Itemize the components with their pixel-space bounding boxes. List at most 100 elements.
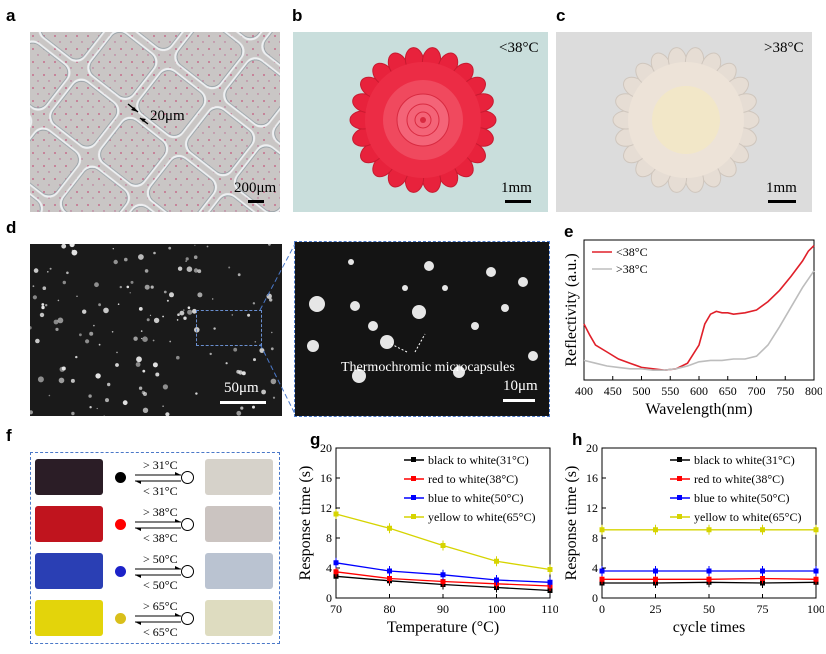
color-dot (115, 472, 126, 483)
legend-label: black to white(31°C) (428, 453, 529, 467)
microcapsule (368, 321, 378, 331)
y-axis-label: Response time (s) (563, 466, 580, 581)
condition-above: > 50°C (143, 552, 178, 566)
sem-particle (47, 271, 49, 273)
x-tick-label: 110 (541, 602, 558, 616)
sem-particle (169, 292, 174, 298)
sem-particle (153, 317, 160, 324)
sem-particle (252, 405, 255, 409)
sem-particle (138, 307, 143, 311)
scale-label-d-left: 50μm (224, 380, 259, 396)
microcapsule (350, 301, 360, 311)
sem-particles-left (30, 244, 277, 416)
sem-particle (141, 337, 143, 340)
sem-particle (153, 251, 156, 255)
sem-particle (236, 410, 242, 416)
sem-particle (272, 396, 276, 399)
sem-particle (58, 377, 65, 384)
sem-particle (130, 280, 134, 284)
temp-label-c: >38°C (764, 40, 804, 56)
sem-particle (163, 290, 167, 294)
reversible-arrow-icon (135, 613, 181, 625)
sem-particle (57, 317, 64, 324)
sem-particle (195, 392, 198, 395)
sem-particle (254, 341, 257, 343)
sem-particle (37, 376, 44, 383)
legend-label: yellow to white(65°C) (694, 510, 801, 524)
legend-label: blue to white(50°C) (428, 491, 523, 505)
microcapsule (518, 277, 528, 287)
sem-particle (197, 269, 202, 274)
scale-label-c: 1mm (766, 180, 797, 196)
sem-particle (135, 362, 141, 367)
zoom-connector-lines (259, 241, 297, 417)
x-tick-label: 600 (690, 384, 708, 398)
white-dot (181, 612, 194, 625)
sem-particle (183, 316, 187, 320)
sem-particle (186, 266, 193, 272)
microcapsule (412, 305, 426, 319)
x-tick-label: 450 (604, 384, 622, 398)
x-tick-label: 100 (488, 602, 506, 616)
microcapsule-annotation: Thermochromic microcapsules (341, 360, 515, 375)
scale-bar-d-left (220, 401, 266, 404)
grid-pattern-image (30, 32, 280, 212)
sem-particle (152, 362, 158, 368)
swatch-after (205, 600, 273, 636)
swatch-after (205, 459, 273, 495)
sem-particle (30, 326, 32, 330)
chart-h-response-cycle: 0 25 50 75 100 0 4 8 12 16 20 cycle times Response t… (563, 441, 824, 636)
x-axis-label: Temperature (°C) (387, 619, 499, 636)
condition-above: > 38°C (143, 505, 178, 519)
sem-particle (103, 307, 109, 314)
sem-particle (70, 378, 75, 383)
y-tick-label: 0 (592, 591, 598, 605)
sem-particle (183, 309, 185, 311)
condition-above: > 31°C (143, 458, 178, 472)
sem-particle (71, 411, 75, 416)
chart-g-response-temp: 70 80 90 100 110 0 4 8 12 16 20 Temperature (°C) Res… (297, 441, 558, 636)
microcapsule (352, 369, 366, 383)
reversible-arrow-icon (135, 519, 181, 531)
microcapsule (528, 351, 538, 361)
sem-particle (228, 266, 231, 269)
sem-particle (206, 245, 209, 248)
microcapsule (486, 267, 496, 277)
sem-particle (150, 285, 154, 289)
sem-particle (75, 355, 78, 359)
sem-particle (177, 266, 183, 271)
sem-particle (98, 343, 101, 346)
y-tick-label: 4 (592, 561, 598, 575)
sem-particle (152, 339, 155, 342)
panel-label-a: a (6, 6, 16, 25)
swatch-before (35, 553, 103, 589)
x-tick-label: 75 (757, 602, 769, 616)
sem-image-left: 50μm (30, 244, 282, 416)
y-tick-label: 8 (326, 531, 332, 545)
sem-particle (270, 378, 277, 385)
sem-particle (194, 244, 196, 246)
color-dot (115, 519, 126, 530)
sem-particle (116, 351, 118, 354)
white-dot (181, 471, 194, 484)
x-tick-label: 750 (776, 384, 794, 398)
sem-particle (240, 406, 244, 410)
panel-label-g: g (310, 430, 321, 449)
sem-particle (197, 292, 203, 298)
sem-particle (166, 299, 169, 302)
x-tick-label: 100 (807, 602, 824, 616)
panel-label-b: b (292, 6, 303, 25)
microcapsule (309, 296, 325, 312)
x-axis-label: Wavelength(nm) (645, 401, 752, 418)
sem-particle (89, 406, 92, 409)
panel-label-e: e (564, 222, 574, 241)
scale-label-b: 1mm (501, 180, 532, 196)
scale-bar-a (248, 200, 264, 203)
legend-marker (411, 495, 416, 500)
zoom-box (196, 310, 262, 346)
legend-marker (411, 476, 416, 481)
series-line (583, 245, 815, 372)
x-tick-label: 500 (633, 384, 651, 398)
condition-below: < 38°C (143, 531, 178, 545)
sem-particle (269, 298, 273, 302)
